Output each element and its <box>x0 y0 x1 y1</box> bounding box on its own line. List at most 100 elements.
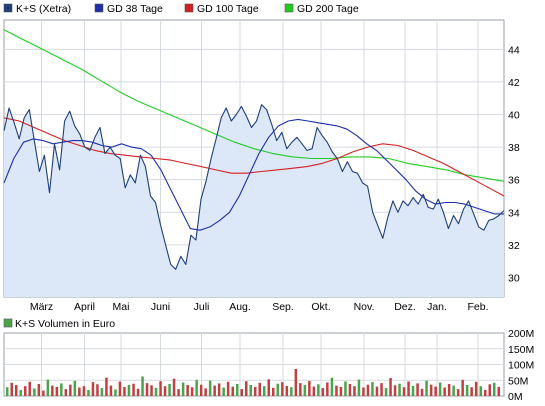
volume-bar <box>204 388 207 396</box>
volume-bar <box>299 383 302 396</box>
volume-bar <box>208 380 212 396</box>
month-x-axis: März April Mai Juni Juli Aug. Sep. Okt. Nov. Dez.… <box>30 301 489 313</box>
volume-bar <box>163 386 167 396</box>
volume-bar <box>37 384 41 396</box>
volume-bar <box>362 387 365 396</box>
volume-y-axis: 0M 50M 100M 150M 200M <box>508 328 534 403</box>
volume-tick-label: 50M <box>508 375 528 387</box>
volume-bar <box>429 384 433 396</box>
volume-bar <box>136 388 140 396</box>
series-line-gd-100-tage <box>3 117 505 197</box>
volume-bar <box>434 386 437 396</box>
volume-bar <box>109 385 113 396</box>
volume-bar <box>145 383 149 396</box>
volume-bar <box>123 386 126 396</box>
volume-bar <box>127 385 131 396</box>
volume-bar <box>407 381 410 396</box>
x-tick-label: Nov. <box>354 301 375 313</box>
volume-bar <box>308 380 311 396</box>
volume-bar <box>393 385 397 396</box>
series-line-gd-38-tage <box>3 118 504 231</box>
volume-bar <box>470 387 473 396</box>
legend-swatch-k-s-xetra <box>3 3 13 13</box>
price-area <box>4 104 504 297</box>
volume-bar <box>272 387 275 396</box>
volume-gridlines <box>4 333 504 396</box>
legend-swatch-gd-100-tage <box>184 3 194 13</box>
y-tick-label: 36 <box>508 175 520 187</box>
volume-bar <box>452 385 455 396</box>
volume-bar <box>42 390 45 396</box>
volume-bar <box>19 390 22 396</box>
volume-bar <box>484 390 487 396</box>
volume-bar <box>236 384 239 396</box>
y-tick-label: 30 <box>508 272 520 284</box>
volume-bar <box>493 382 496 396</box>
volume-legend: K+S Volumen in Euro <box>3 318 115 330</box>
volume-bar <box>411 385 415 396</box>
volume-bar <box>177 389 180 396</box>
x-tick-label: März <box>30 301 53 313</box>
legend-swatch-volume <box>3 318 13 328</box>
x-tick-label: Mai <box>113 301 130 313</box>
legend-label-gd-100-tage: GD 100 Tage <box>197 3 259 15</box>
volume-bar <box>488 384 491 396</box>
volume-bar <box>456 389 460 396</box>
y-tick-label: 32 <box>508 240 520 252</box>
y-tick-label: 34 <box>508 207 520 219</box>
volume-bar <box>443 387 446 396</box>
volume-bar <box>231 386 234 396</box>
volume-bar <box>213 385 216 396</box>
volume-bar <box>195 379 198 396</box>
y-tick-label: 44 <box>508 44 520 56</box>
volume-bar <box>28 381 31 396</box>
legend-label-gd-200-tage: GD 200 Tage <box>297 3 359 15</box>
volume-bar <box>420 388 424 396</box>
volume-bar <box>73 380 77 396</box>
volume-bar <box>91 382 95 396</box>
volume-bar <box>245 381 248 396</box>
price-y-axis: 30 32 34 36 38 40 42 44 <box>508 44 520 284</box>
volume-bar <box>447 384 451 396</box>
volume-bar <box>276 383 279 396</box>
volume-bar <box>100 388 104 396</box>
volume-bar <box>317 384 320 396</box>
volume-bar <box>24 386 27 396</box>
x-tick-label: Aug. <box>229 301 251 313</box>
volume-bar <box>335 385 338 396</box>
volume-bar <box>353 386 356 396</box>
x-tick-label: Sep. <box>272 301 294 313</box>
volume-bar <box>348 384 352 396</box>
volume-bar <box>402 387 406 396</box>
volume-tick-label: 0M <box>508 391 523 401</box>
volume-bar <box>366 384 370 396</box>
volume-bar <box>51 385 54 396</box>
volume-bar <box>330 377 334 396</box>
volume-bar <box>254 386 257 396</box>
volume-bar <box>479 386 482 396</box>
volume-bar <box>132 383 135 396</box>
volume-bar <box>398 383 401 396</box>
volume-bar <box>10 382 13 396</box>
x-tick-label: Okt. <box>311 301 330 313</box>
volume-tick-label: 100M <box>508 360 534 372</box>
y-tick-label: 40 <box>508 110 520 122</box>
volume-tick-label: 200M <box>508 328 534 340</box>
volume-bar <box>474 381 478 396</box>
volume-bar <box>154 387 158 396</box>
volume-bar <box>141 376 144 396</box>
volume-bar <box>46 379 50 396</box>
volume-bar <box>339 386 343 396</box>
volume-bar <box>15 385 18 396</box>
volume-bar <box>465 385 469 396</box>
x-tick-label: Juli <box>194 301 210 313</box>
price-legend: K+S (Xetra) GD 38 Tage GD 100 Tage GD 200 T… <box>3 3 359 15</box>
volume-bar <box>281 382 284 396</box>
volume-bar <box>199 384 203 396</box>
legend-label-volume: K+S Volumen in Euro <box>15 318 115 330</box>
volume-bar <box>78 387 81 396</box>
volume-bar <box>190 387 194 396</box>
y-tick-label: 38 <box>508 142 520 154</box>
volume-bar <box>438 382 442 396</box>
volume-bar <box>380 383 383 396</box>
